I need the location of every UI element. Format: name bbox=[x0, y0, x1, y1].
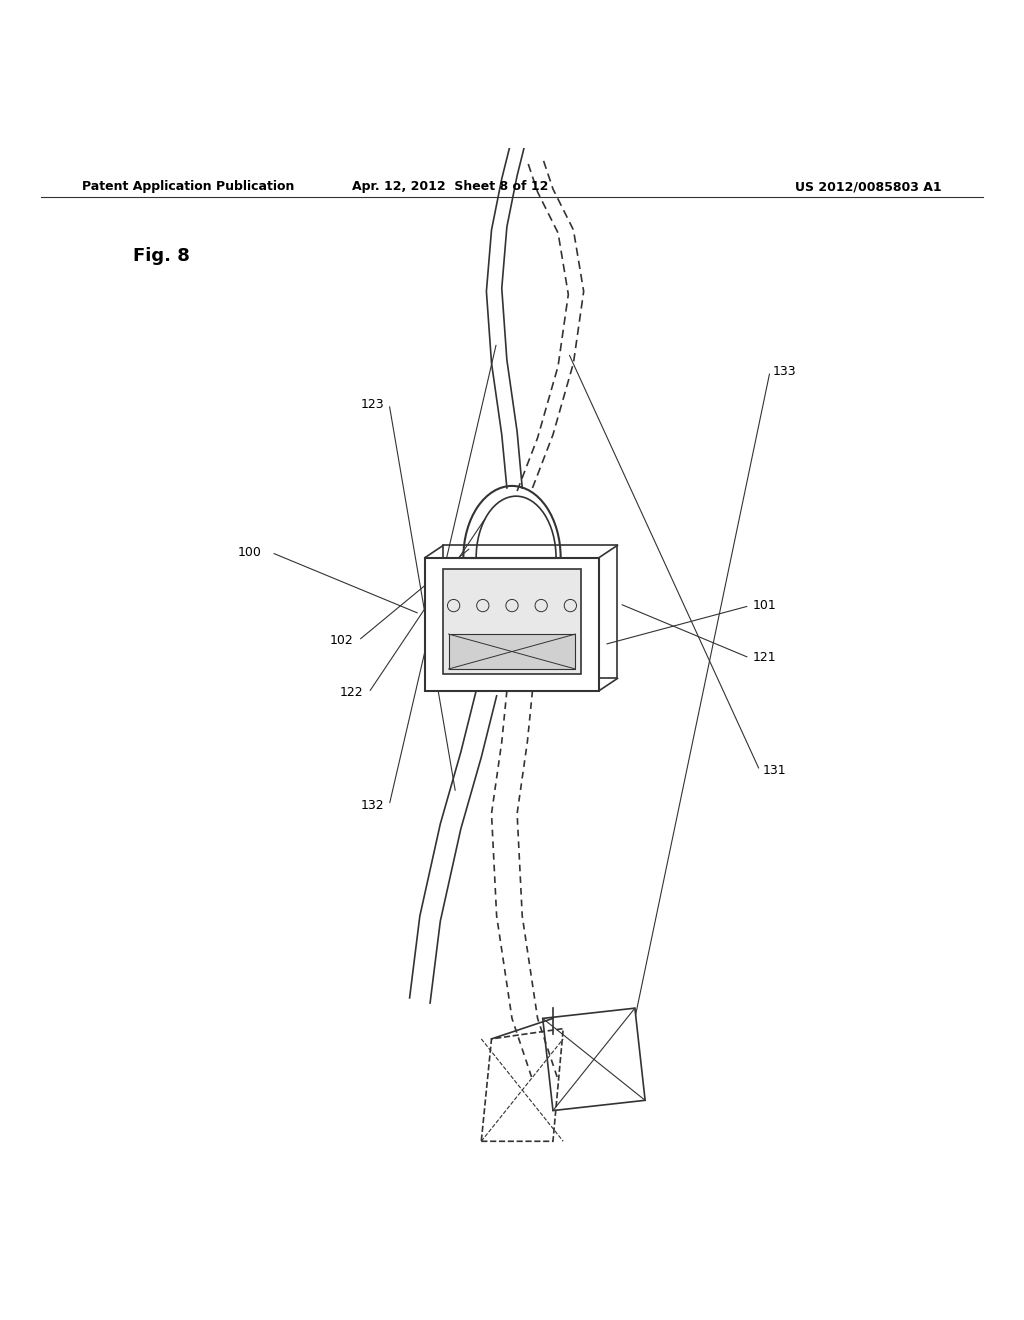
Text: 132: 132 bbox=[360, 799, 384, 812]
Polygon shape bbox=[425, 557, 599, 690]
Text: 100: 100 bbox=[238, 546, 261, 558]
Text: 123: 123 bbox=[360, 397, 384, 411]
Text: Fig. 8: Fig. 8 bbox=[133, 247, 190, 264]
Text: Apr. 12, 2012  Sheet 8 of 12: Apr. 12, 2012 Sheet 8 of 12 bbox=[352, 181, 549, 194]
Text: Patent Application Publication: Patent Application Publication bbox=[82, 181, 294, 194]
Text: 131: 131 bbox=[763, 764, 786, 777]
Text: 101: 101 bbox=[753, 599, 776, 612]
Text: 122: 122 bbox=[340, 686, 364, 700]
Polygon shape bbox=[449, 634, 575, 669]
Text: US 2012/0085803 A1: US 2012/0085803 A1 bbox=[796, 181, 942, 194]
Text: 121: 121 bbox=[753, 652, 776, 664]
Polygon shape bbox=[443, 569, 581, 675]
Text: 102: 102 bbox=[330, 634, 353, 647]
Text: 133: 133 bbox=[773, 364, 797, 378]
